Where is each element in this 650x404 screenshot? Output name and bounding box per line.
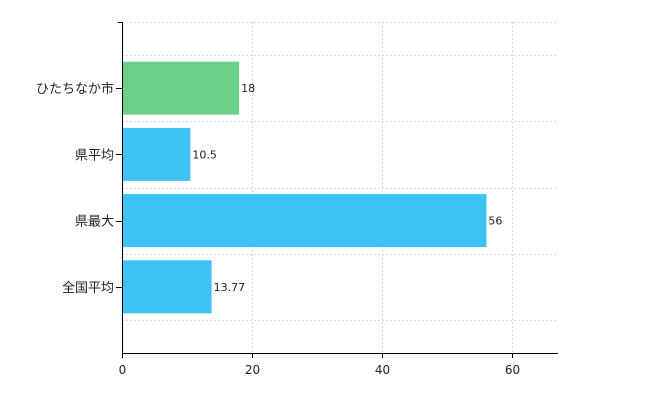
bar <box>122 194 487 248</box>
x-tick-label: 0 <box>119 363 127 377</box>
x-tick-label: 60 <box>505 363 520 377</box>
bar <box>122 61 240 115</box>
label-layer: 0 20 40 60 ひたちなか市 18 県平均 10.5 県最大 56 全国平均 13.77 <box>36 81 520 377</box>
bar <box>122 127 191 181</box>
category-label: 県最大 <box>75 215 114 230</box>
bar-layer <box>122 61 487 314</box>
axis-layer <box>116 22 558 358</box>
x-tick-label: 20 <box>245 363 260 377</box>
data-label: 13.77 <box>214 281 246 294</box>
data-label: 10.5 <box>192 148 217 161</box>
x-tick-label: 40 <box>375 363 390 377</box>
data-label: 18 <box>241 82 255 95</box>
bar <box>122 260 212 314</box>
data-label: 56 <box>488 215 502 228</box>
grid-layer <box>122 22 558 353</box>
category-label: 県平均 <box>75 148 114 163</box>
category-label: 全国平均 <box>62 280 114 296</box>
category-label: ひたちなか市 <box>36 81 114 97</box>
